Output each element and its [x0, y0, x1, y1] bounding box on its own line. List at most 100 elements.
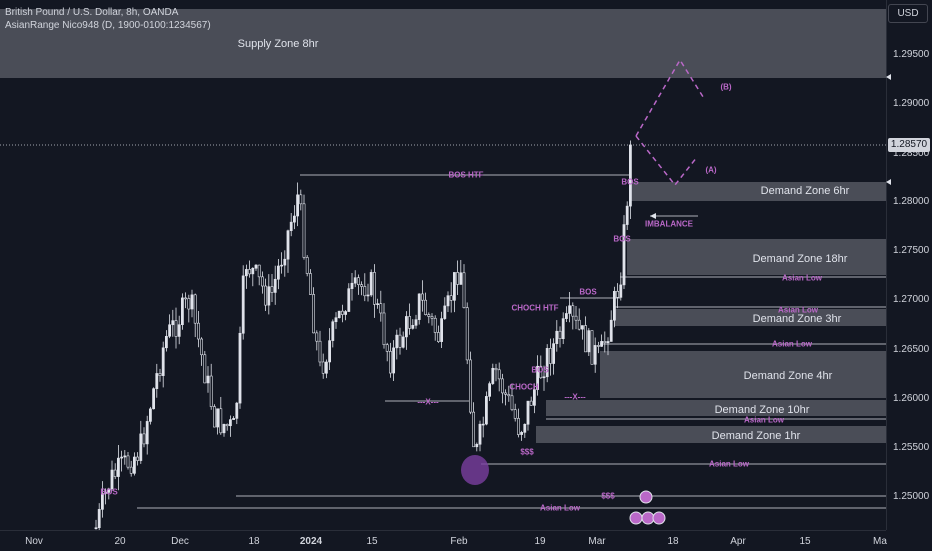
demand-zone-3hr-label: Demand Zone 3hr	[752, 313, 842, 325]
symbol-title[interactable]: British Pound / U.S. Dollar, 8h, OANDA	[5, 7, 179, 18]
candle-body	[497, 369, 501, 380]
candle-body	[420, 293, 424, 301]
price-tick: 1.25500	[893, 442, 930, 453]
candle-body	[232, 418, 236, 420]
candle-body	[612, 290, 616, 321]
candle-body	[507, 394, 511, 397]
candle-body	[500, 378, 504, 394]
price-tick: 1.26000	[893, 393, 930, 404]
candle-body	[270, 286, 274, 293]
demand-zone-10hr-label: Demand Zone 10hr	[714, 404, 810, 416]
candle-body	[468, 359, 472, 413]
candle-body	[475, 443, 479, 448]
candle-body	[321, 361, 325, 374]
candle-body	[360, 284, 364, 287]
candle-body	[465, 307, 469, 361]
time-tick: 19	[534, 536, 546, 547]
indicator-legend[interactable]: AsianRange Nico948 (D, 1900-0100:1234567…	[5, 20, 211, 31]
candle-body	[356, 277, 360, 285]
asian-low-label-5: Asian Low	[708, 459, 750, 469]
candle-body	[513, 409, 517, 419]
candle-body	[587, 330, 591, 353]
candle-body	[580, 325, 584, 330]
chart-header: British Pound / U.S. Dollar, 8h, OANDA A…	[5, 6, 211, 32]
candle-body	[625, 205, 629, 225]
candle-body	[436, 332, 440, 342]
asian-low-label-4: Asian Low	[743, 415, 785, 425]
candle-body	[539, 365, 543, 379]
candle-body	[446, 295, 450, 307]
candle-body	[593, 345, 597, 365]
event-icon-2	[629, 511, 643, 525]
time-tick: 20	[114, 536, 126, 547]
event-icon-3	[641, 511, 655, 525]
chart-area[interactable]: Supply Zone 8hr Demand Zone 6hr Demand Z…	[0, 0, 886, 530]
wave-b-label: (B)	[720, 82, 732, 92]
candle-body	[104, 492, 108, 494]
candle-body	[177, 324, 181, 337]
candle-body	[385, 344, 389, 352]
candle-body	[129, 466, 133, 474]
candle-body	[433, 317, 437, 333]
candle-body	[382, 312, 386, 346]
candle-body	[197, 322, 200, 340]
candle-body	[456, 272, 460, 285]
candle-body	[603, 341, 607, 344]
demand-zone-10hr	[546, 400, 886, 416]
candle-body	[305, 257, 309, 274]
candle-body	[347, 288, 351, 312]
candle-body	[459, 272, 463, 285]
candle-body	[161, 347, 165, 376]
demand-zone-6hr-marker	[886, 179, 891, 185]
demand-zone-3hr	[614, 309, 886, 326]
candle-body	[590, 330, 594, 365]
price-axis[interactable]: 1.29500 1.29000 1.28500 1.28000 1.27500 1.270…	[886, 0, 932, 530]
candle-body	[504, 392, 508, 395]
demand-zone-1hr-label: Demand Zone 1hr	[711, 430, 801, 442]
candle-body	[296, 194, 300, 217]
candle-body	[488, 383, 492, 397]
bos-label-18hr: BOS	[613, 234, 631, 244]
candle-body	[299, 194, 303, 205]
candle-body	[213, 406, 216, 428]
candle-body	[606, 341, 610, 344]
candle-body	[401, 336, 405, 348]
demand-zone-6hr-label: Demand Zone 6hr	[760, 185, 850, 197]
candle-body	[181, 297, 184, 326]
candle-body	[136, 456, 140, 461]
candle-body	[168, 324, 172, 337]
asian-low-label-1: Asian Low	[781, 273, 823, 283]
asian-low-label-3: Asian Low	[771, 339, 813, 349]
candle-body	[264, 285, 268, 306]
candle-body	[564, 313, 568, 319]
candle-body	[142, 433, 146, 445]
time-axis[interactable]: Nov 20 Dec 18 2024 15 Feb 19 Mar 18 Apr 15 Ma	[0, 530, 887, 551]
candle-body	[260, 276, 264, 287]
candle-body	[225, 424, 229, 427]
candle-body	[552, 343, 556, 364]
candles-layer	[94, 140, 632, 530]
candle-body	[123, 455, 127, 458]
candle-body	[452, 272, 456, 301]
choch-htf-label: CHOCH HTF	[511, 303, 559, 313]
candle-body	[126, 455, 130, 468]
chart-canvas[interactable]	[0, 0, 886, 530]
candle-body	[315, 332, 319, 342]
demand-zone-1hr	[536, 426, 886, 443]
candle-body	[424, 299, 428, 315]
time-tick: Dec	[171, 536, 189, 547]
candle-body	[155, 373, 159, 389]
currency-button[interactable]: USD	[888, 4, 928, 23]
candle-body	[334, 317, 338, 323]
candle-body	[462, 272, 466, 308]
candle-body	[174, 320, 178, 337]
demand-zone-18hr-label: Demand Zone 18hr	[752, 253, 848, 265]
supply-zone-8hr	[0, 9, 886, 78]
bos-label-top: BOS	[621, 177, 639, 187]
candle-body	[574, 315, 578, 321]
candle-body	[289, 221, 293, 232]
candle-body	[110, 469, 114, 490]
candle-body	[443, 305, 447, 319]
price-tick: 1.29000	[893, 98, 930, 109]
candle-body	[344, 311, 348, 315]
